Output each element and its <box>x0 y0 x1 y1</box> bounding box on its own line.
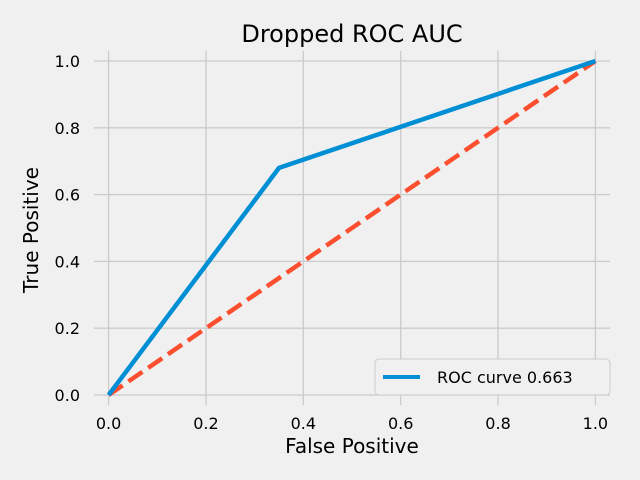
legend: ROC curve 0.663 <box>374 358 611 396</box>
y-tick-label: 0.4 <box>55 252 80 271</box>
y-tick-label: 0.8 <box>55 119 80 138</box>
roc-curve-line <box>106 58 597 397</box>
x-tick-label: 0.2 <box>193 414 218 433</box>
x-axis-label: False Positive <box>285 434 419 458</box>
series-layer <box>106 58 597 397</box>
x-tick-label: 0.8 <box>485 414 510 433</box>
legend-label-roc: ROC curve 0.663 <box>437 368 573 387</box>
x-tick-label: 0.0 <box>96 414 121 433</box>
tick-labels: 0.0 0.2 0.4 0.6 0.8 1.0 0.0 0.2 0.4 0.6 0.8 1.0 <box>55 52 609 433</box>
chance-diagonal-line <box>107 59 597 397</box>
x-tick-label: 0.4 <box>291 414 316 433</box>
legend-box <box>374 358 611 396</box>
y-tick-label: 0.2 <box>55 319 80 338</box>
x-tick-label: 1.0 <box>583 414 608 433</box>
x-tick-label: 0.6 <box>388 414 413 433</box>
y-tick-label: 1.0 <box>55 52 80 71</box>
chart-title: Dropped ROC AUC <box>241 20 462 48</box>
y-axis-label: True Positive <box>19 167 43 294</box>
y-tick-label: 0.6 <box>55 186 80 205</box>
y-tick-label: 0.0 <box>55 386 80 405</box>
